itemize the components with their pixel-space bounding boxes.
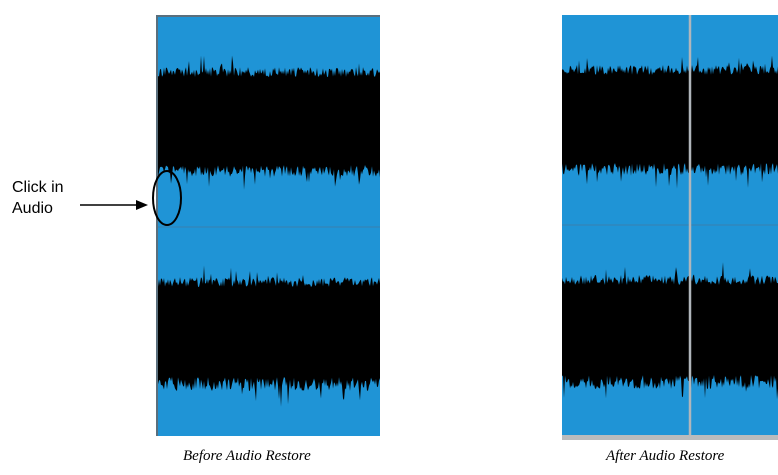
annotation-line-1: Click in <box>12 179 64 196</box>
waveform-after-panel[interactable] <box>562 15 778 440</box>
click-annotation-label: Click in Audio <box>12 177 64 219</box>
caption-before: Before Audio Restore <box>183 448 311 464</box>
caption-after: After Audio Restore <box>606 448 725 464</box>
waveform-after <box>562 15 778 435</box>
waveform-channel-2 <box>158 265 380 407</box>
waveform-before <box>158 55 380 407</box>
annotation-overlay <box>80 170 182 226</box>
waveform-channel-2 <box>562 262 778 400</box>
waveform-channel-1 <box>562 55 778 189</box>
click-highlight-ellipse <box>152 170 182 226</box>
waveform-before-panel[interactable] <box>156 15 380 436</box>
arrow-right-icon <box>80 200 148 210</box>
annotation-line-2: Audio <box>12 200 53 217</box>
waveform-channel-1 <box>158 55 380 190</box>
